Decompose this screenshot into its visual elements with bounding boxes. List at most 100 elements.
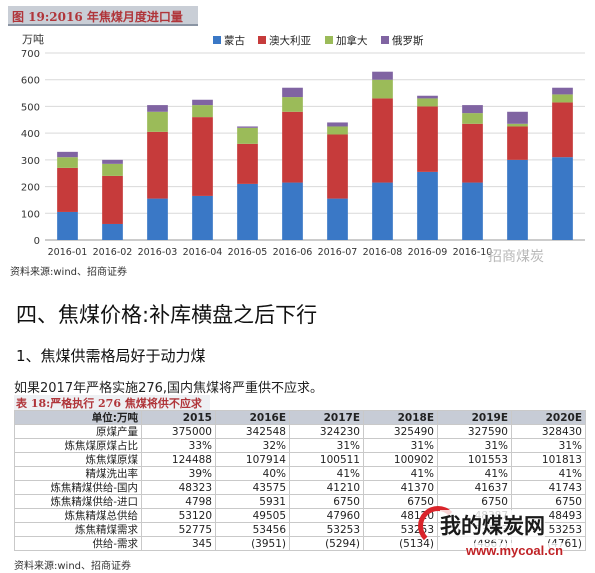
chart-title: 图 19:2016 年焦煤月度进口量 <box>12 10 183 24</box>
table-cell: 32% <box>215 438 290 453</box>
table-cell: 345 <box>141 536 216 551</box>
bar-segment <box>327 122 348 127</box>
x-tick-label: 2016-10 <box>453 247 493 258</box>
x-tick-label: 2016-05 <box>228 247 268 258</box>
bar-segment <box>552 157 573 240</box>
zhaoshang-watermark: 招商煤炭 <box>488 249 544 265</box>
table-cell: 41% <box>437 466 512 481</box>
bar-segment <box>57 151 78 158</box>
row-label: 精煤洗出率 <box>14 466 142 481</box>
table-cell: 41210 <box>289 480 364 495</box>
table-row: 炼焦煤原煤 124488 107914 100511 100902 101553 10181… <box>14 452 586 467</box>
row-label: 炼焦精煤供给-国内 <box>14 480 142 495</box>
y-tick-label: 700 <box>21 49 40 60</box>
bar-segment <box>237 183 258 240</box>
bar-segment <box>57 167 78 212</box>
table-cell: 4798 <box>141 494 216 509</box>
header-cell: 2020E <box>511 410 586 425</box>
table-cell: 328430 <box>511 424 586 439</box>
table-cell: 53456 <box>215 522 290 537</box>
legend-swatch <box>381 36 389 44</box>
bar-segment <box>372 79 393 99</box>
x-tick-label: 2016-01 <box>48 247 88 258</box>
table-cell: 6750 <box>511 494 586 509</box>
x-tick-label: 2016-09 <box>408 247 448 258</box>
bar-segment <box>327 198 348 240</box>
bar-segment <box>507 123 528 127</box>
table-cell: 6750 <box>289 494 364 509</box>
table-cell: 100511 <box>289 452 364 467</box>
bar-segment <box>462 105 483 114</box>
legend-swatch <box>258 36 266 44</box>
legend-swatch <box>213 36 221 44</box>
bar-segment <box>417 98 438 107</box>
table-cell: 41% <box>363 466 438 481</box>
bar-segment <box>552 94 573 103</box>
table-row: 炼焦煤原煤占比 33% 32% 31% 31% 31% 31% <box>14 438 586 453</box>
bar-segment <box>102 223 123 240</box>
legend-label: 蒙古 <box>224 34 245 47</box>
import-volume-chart: 0 100 200 300 400 500 600 700 2016-01 2016-02 2016… <box>21 34 585 258</box>
y-tick-label: 0 <box>34 236 40 247</box>
bar-segment <box>507 111 528 124</box>
x-tick-label: 2016-02 <box>93 247 133 258</box>
bar-segment <box>282 182 303 240</box>
header-cell: 2016E <box>215 410 290 425</box>
subsection-title: 1、焦煤供需格局好于动力煤 <box>16 347 206 365</box>
table-caption: 表 18:严格执行 276 焦煤将供不应求 <box>14 395 210 411</box>
paragraph: 如果2017年严格实施276,国内焦煤将严重供不应求。 <box>14 381 324 396</box>
legend-label: 俄罗斯 <box>392 34 424 47</box>
table-cell: 31% <box>363 438 438 453</box>
table-cell: 324230 <box>289 424 364 439</box>
bar-segment <box>147 111 168 132</box>
mycoal-logo-icon <box>418 506 458 546</box>
legend-label: 加拿大 <box>336 34 368 47</box>
table-cell: 31% <box>511 438 586 453</box>
y-tick-label: 300 <box>21 156 40 167</box>
table-cell: 101813 <box>511 452 586 467</box>
bar-segment <box>57 211 78 240</box>
table-cell: 43575 <box>215 480 290 495</box>
row-label: 炼焦精煤供给-进口 <box>14 494 142 509</box>
table-cell: 41370 <box>363 480 438 495</box>
bar-segment <box>147 198 168 240</box>
bar-segment <box>282 111 303 183</box>
table-cell: 47960 <box>289 508 364 523</box>
chart-title-bar <box>8 6 198 26</box>
table-row: 精煤洗出率 39% 40% 41% 41% 41% 41% <box>14 466 586 481</box>
table-cell: 6750 <box>437 494 512 509</box>
table-row: 原煤产量 375000 342548 324230 325490 327590 328430 <box>14 424 586 439</box>
bar-segment <box>417 171 438 240</box>
x-tick-label: 2016-03 <box>138 247 178 258</box>
bar-segment <box>282 87 303 98</box>
table-cell: 40% <box>215 466 290 481</box>
mycoal-logo-text: 我的煤炭网 <box>440 510 545 540</box>
bar-segment <box>507 126 528 160</box>
table-cell: 375000 <box>141 424 216 439</box>
bar-segment <box>237 143 258 184</box>
row-label: 炼焦精煤总供给 <box>14 508 142 523</box>
bar-segment <box>462 113 483 124</box>
table-cell: 124488 <box>141 452 216 467</box>
bar-segment <box>102 159 123 164</box>
table-cell: (3951) <box>215 536 290 551</box>
header-cell: 2018E <box>363 410 438 425</box>
x-tick-label: 2016-08 <box>363 247 403 258</box>
bar-segment <box>192 105 213 118</box>
table-cell: 52775 <box>141 522 216 537</box>
table-cell: 5931 <box>215 494 290 509</box>
y-tick-label: 100 <box>21 209 40 220</box>
table-source: 资料来源:wind、招商证券 <box>14 561 132 572</box>
table-cell: 39% <box>141 466 216 481</box>
x-tick-label: 2016-04 <box>183 247 223 258</box>
bar-segment <box>192 195 213 240</box>
table-cell: 41743 <box>511 480 586 495</box>
bar-segment <box>327 126 348 135</box>
y-axis-unit: 万吨 <box>22 33 44 46</box>
row-label: 炼焦精煤需求 <box>14 522 142 537</box>
header-cell: 2015 <box>141 410 216 425</box>
table-cell: 49505 <box>215 508 290 523</box>
x-tick-label: 2016-06 <box>273 247 313 258</box>
table-cell: 41% <box>511 466 586 481</box>
bar-segment <box>417 95 438 99</box>
